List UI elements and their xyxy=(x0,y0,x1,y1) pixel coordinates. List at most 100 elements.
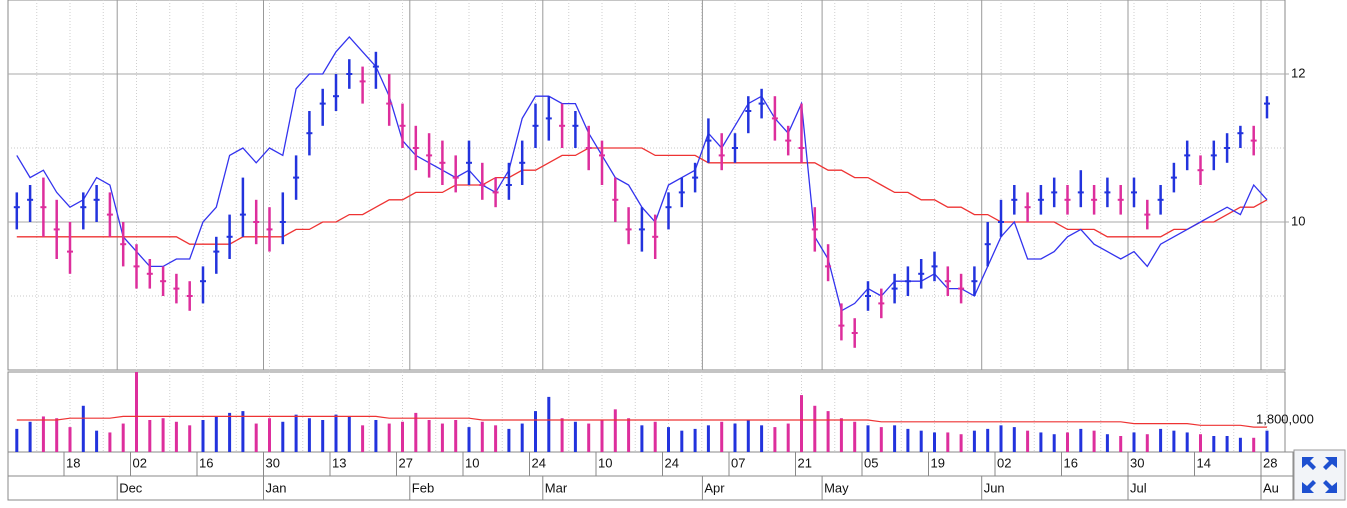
volume-bar xyxy=(1079,428,1083,452)
volume-bar xyxy=(1039,432,1043,452)
volume-bar xyxy=(228,412,232,452)
volume-bar xyxy=(1225,436,1229,452)
y-tick-label: 10 xyxy=(1291,213,1305,228)
volume-bar xyxy=(573,421,577,452)
volume-bar xyxy=(361,425,365,452)
volume-bar xyxy=(1026,430,1030,452)
volume-bar xyxy=(1012,427,1016,452)
x-tick-label: 16 xyxy=(199,455,213,470)
volume-bar xyxy=(427,420,431,452)
volume-bar xyxy=(667,427,670,452)
volume-bar xyxy=(1105,434,1109,452)
volume-bar xyxy=(893,425,897,452)
volume-bar xyxy=(188,425,192,452)
volume-bar xyxy=(853,421,857,452)
volume-bar xyxy=(986,428,990,452)
volume-bar xyxy=(454,420,458,452)
volume-bar xyxy=(1132,432,1136,452)
volume-bar xyxy=(494,425,498,452)
volume-bar xyxy=(1172,430,1176,452)
volume-bar xyxy=(1159,428,1163,452)
x-tick-label: 07 xyxy=(731,455,745,470)
volume-bar xyxy=(1265,430,1269,452)
volume-bar xyxy=(760,425,764,452)
volume-bar xyxy=(414,412,418,452)
volume-bar xyxy=(81,405,85,452)
volume-bar xyxy=(307,418,311,452)
volume-bar xyxy=(587,423,591,452)
volume-bar xyxy=(627,418,631,452)
volume-bar xyxy=(440,423,444,452)
month-label: May xyxy=(824,480,849,495)
zoom-button[interactable] xyxy=(1293,449,1346,501)
volume-tick-label: 1,800,000 xyxy=(1256,411,1314,426)
volume-bar xyxy=(321,420,325,452)
volume-bar xyxy=(467,427,471,452)
volume-bar xyxy=(733,423,737,452)
volume-bar xyxy=(959,434,963,452)
volume-bar xyxy=(866,425,870,452)
month-label: Jan xyxy=(266,480,287,495)
volume-bar xyxy=(720,421,724,452)
volume-bar xyxy=(520,423,524,452)
volume-bar xyxy=(41,416,45,452)
volume-bar xyxy=(401,421,404,452)
volume-bar xyxy=(906,428,910,452)
x-tick-label: 19 xyxy=(931,455,945,470)
volume-bar xyxy=(121,423,125,452)
month-label: Jul xyxy=(1130,480,1147,495)
volume-bar xyxy=(693,428,697,452)
volume-bar xyxy=(547,396,551,452)
x-tick-label: 13 xyxy=(332,455,346,470)
volume-bar xyxy=(919,430,923,452)
volume-bar xyxy=(387,423,391,452)
price-pane xyxy=(7,0,1286,371)
volume-bar xyxy=(135,372,138,452)
month-label: Feb xyxy=(412,480,434,495)
volume-bar xyxy=(746,420,750,452)
x-tick-label: 02 xyxy=(133,455,147,470)
volume-bar xyxy=(108,432,112,452)
y-tick-label: 12 xyxy=(1291,65,1305,80)
volume-bar xyxy=(1092,430,1096,452)
volume-bar xyxy=(653,421,657,452)
x-tick-label: 30 xyxy=(1130,455,1144,470)
volume-bar xyxy=(1052,434,1056,452)
volume-bar xyxy=(214,416,218,452)
month-label: Dec xyxy=(119,480,143,495)
volume-bar xyxy=(294,414,298,452)
x-tick-label: 05 xyxy=(864,455,878,470)
volume-bar xyxy=(946,432,950,452)
volume-bar xyxy=(839,418,843,452)
x-tick-label: 30 xyxy=(266,455,280,470)
x-tick-label: 16 xyxy=(1064,455,1078,470)
volume-bar xyxy=(1066,432,1069,452)
zoom-arrows[interactable] xyxy=(1302,457,1337,493)
volume-bar xyxy=(640,425,644,452)
volume-bar xyxy=(1252,437,1256,452)
volume-bar xyxy=(1199,434,1202,452)
month-label: Apr xyxy=(704,480,725,495)
zoom-button-frame[interactable] xyxy=(1293,449,1346,501)
volume-pane xyxy=(7,371,1286,453)
x-tick-label: 10 xyxy=(465,455,479,470)
volume-bar xyxy=(826,411,830,452)
volume-bar xyxy=(999,425,1003,452)
volume-bar xyxy=(613,409,617,452)
x-tick-label: 18 xyxy=(66,455,80,470)
volume-bar xyxy=(334,414,338,452)
volume-bar xyxy=(507,428,511,452)
volume-bar xyxy=(201,420,205,452)
volume-bar xyxy=(254,423,258,452)
moving-average-line xyxy=(16,147,1268,245)
volume-bar xyxy=(813,405,817,452)
x-tick-label: 24 xyxy=(665,455,679,470)
volume-bar xyxy=(680,430,684,452)
x-tick-label: 10 xyxy=(598,455,612,470)
month-label: Au xyxy=(1263,480,1279,495)
volume-bar xyxy=(174,421,178,452)
x-tick-label: 02 xyxy=(997,455,1011,470)
volume-bar xyxy=(972,430,976,452)
volume-bar xyxy=(1145,434,1149,452)
